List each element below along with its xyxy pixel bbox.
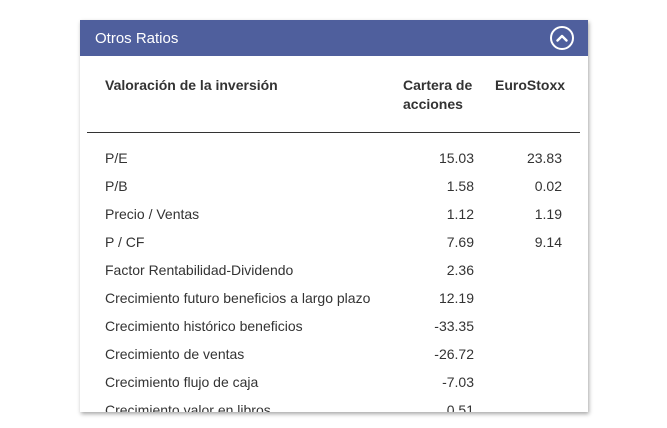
cartera-value: 7.69	[446, 234, 474, 250]
eurostoxx-value: 0.02	[534, 178, 562, 194]
cartera-value: 1.58	[446, 178, 474, 194]
cartera-value: 1.12	[446, 206, 474, 222]
panel-title: Otros Ratios	[95, 29, 179, 47]
ratios-table: Valoración de la inversión Cartera de ac…	[87, 56, 580, 412]
table-row: Crecimiento futuro beneficios a largo pl…	[87, 283, 580, 311]
table-header: Valoración de la inversión Cartera de ac…	[87, 56, 580, 133]
eurostoxx-value: 23.83	[526, 150, 562, 166]
column-header-eurostoxx: EuroStoxx	[495, 77, 566, 93]
column-header-cartera: Cartera de acciones	[403, 77, 473, 112]
row-label: P/B	[105, 178, 128, 194]
cartera-value: -7.03	[442, 374, 474, 390]
table-row: P / CF 7.69 9.14	[87, 227, 580, 255]
otros-ratios-panel: Otros Ratios Valoración de la inversión …	[80, 20, 588, 412]
table-row: Crecimiento de ventas -26.72	[87, 339, 580, 367]
panel-header: Otros Ratios	[80, 20, 588, 56]
row-label: Crecimiento flujo de caja	[105, 374, 259, 390]
eurostoxx-value: 9.14	[534, 234, 562, 250]
row-label: Crecimiento histórico beneficios	[105, 318, 303, 334]
table-row: Crecimiento histórico beneficios -33.35	[87, 311, 580, 339]
row-label: Crecimiento de ventas	[105, 346, 245, 362]
cartera-value: 2.36	[446, 262, 474, 278]
row-label: P / CF	[105, 234, 145, 250]
table-row: Crecimiento valor en libros 0.51	[87, 395, 580, 412]
cartera-value: -26.72	[434, 346, 474, 362]
cartera-value: -33.35	[434, 318, 474, 334]
table-row: Precio / Ventas 1.12 1.19	[87, 199, 580, 227]
cartera-value: 0.51	[446, 402, 474, 412]
row-label: Crecimiento valor en libros	[105, 402, 271, 412]
chevron-up-circle-icon[interactable]	[550, 26, 574, 50]
column-header-valoracion: Valoración de la inversión	[105, 77, 278, 93]
cartera-value: 12.19	[438, 290, 474, 306]
cartera-value: 15.03	[438, 150, 474, 166]
table-body: P/E 15.03 23.83 P/B 1.58 0.02 Precio / Ventas 1…	[87, 133, 580, 412]
table-row: Factor Rentabilidad-Dividendo 2.36	[87, 255, 580, 283]
row-label: P/E	[105, 150, 128, 166]
eurostoxx-value: 1.19	[534, 206, 562, 222]
table-row: Crecimiento flujo de caja -7.03	[87, 367, 580, 395]
row-label: Factor Rentabilidad-Dividendo	[105, 262, 294, 278]
row-label: Crecimiento futuro beneficios a largo pl…	[105, 290, 371, 306]
table-row: P/B 1.58 0.02	[87, 171, 580, 199]
table-row: P/E 15.03 23.83	[87, 143, 580, 171]
row-label: Precio / Ventas	[105, 206, 200, 222]
